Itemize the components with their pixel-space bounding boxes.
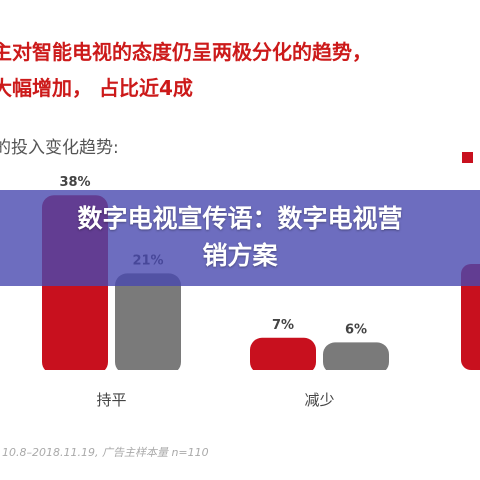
category-label: 持平 — [96, 391, 126, 409]
bar-减少-1 — [323, 342, 389, 374]
chart-subtitle: 的投入变化趋势: — [0, 138, 119, 158]
data-label-减少-1: 6% — [345, 322, 367, 337]
headline-line-2: 大幅增加， 占比近4成 — [0, 76, 193, 100]
bar-减少-0 — [250, 337, 316, 374]
data-label-减少-0: 7% — [272, 318, 294, 333]
data-label-持平-0: 38% — [59, 175, 90, 190]
bar-持平-1 — [115, 273, 181, 374]
headline-line-1: 主对智能电视的态度仍呈两极分化的趋势， — [0, 40, 372, 64]
baseline-mask — [0, 370, 480, 378]
overlay-banner-text: 数字电视宣传语：数字电视营 销方案 — [0, 200, 480, 274]
overlay-banner — [0, 190, 480, 286]
category-label: 减少 — [304, 391, 334, 409]
source-note: 10.8–2018.11.19, 广告主样本量 n=110 — [2, 446, 209, 459]
banner-line-1: 数字电视宣传语：数字电视营 — [77, 204, 403, 233]
bar-partial-edge — [461, 264, 480, 370]
legend-swatch-red — [462, 152, 473, 163]
banner-line-2: 销方案 — [202, 241, 278, 270]
